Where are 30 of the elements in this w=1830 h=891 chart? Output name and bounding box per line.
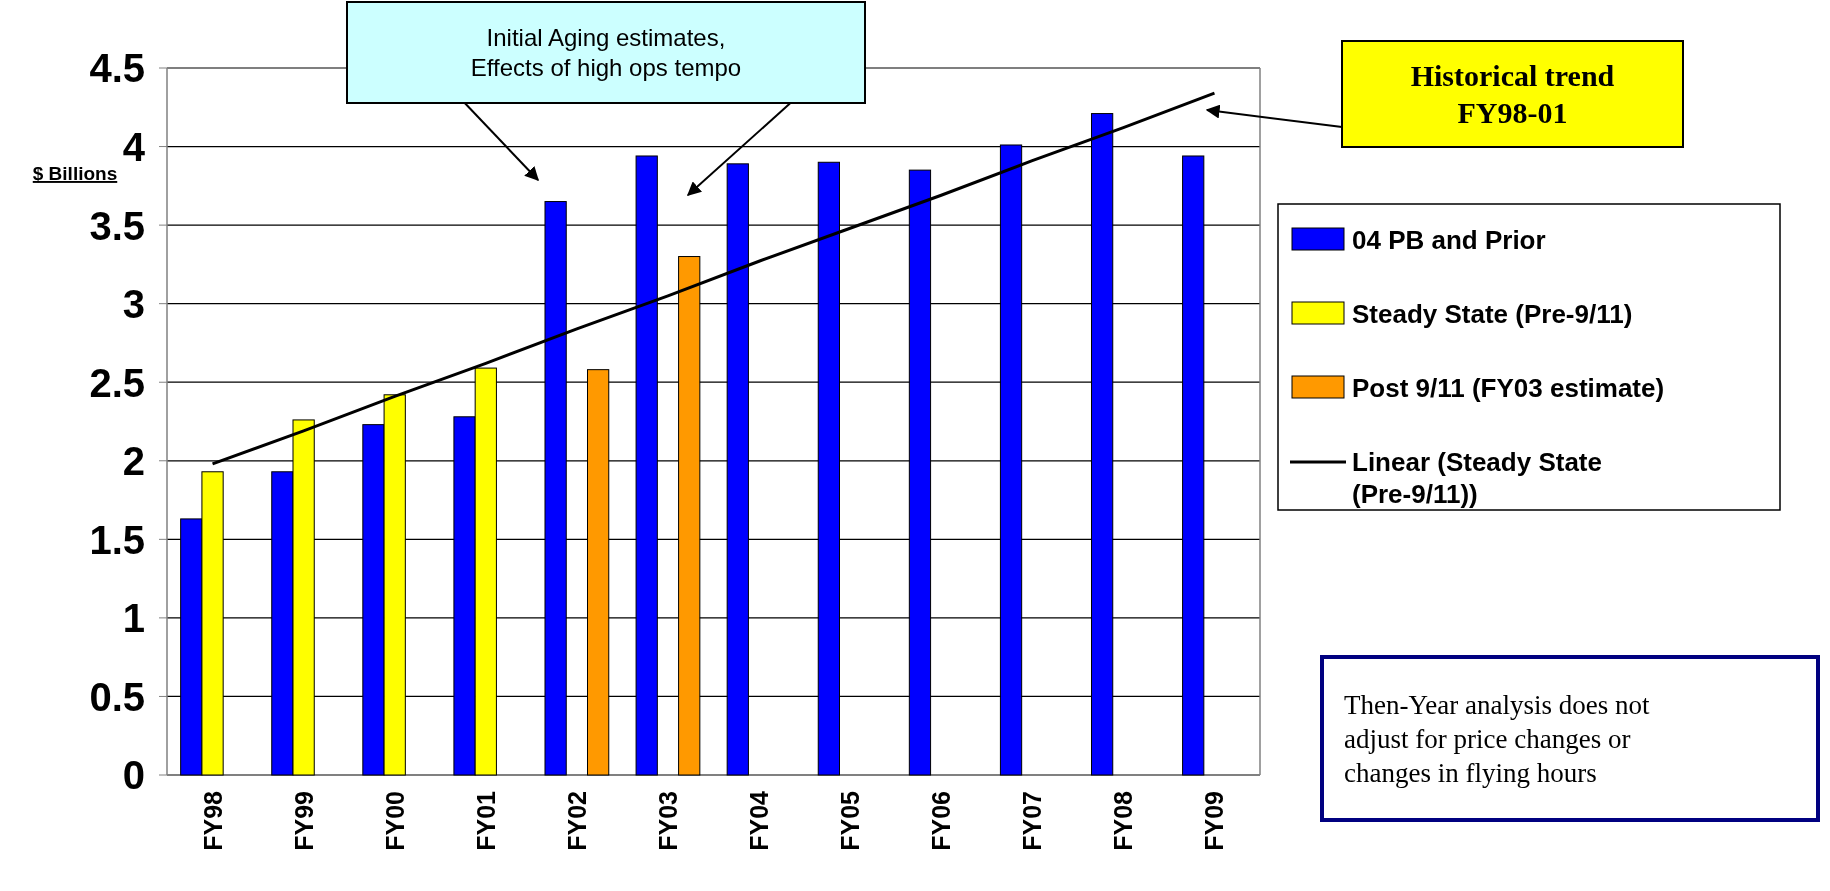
legend-label: Post 9/11 (FY03 estimate) [1352,373,1665,403]
x-tick-label: FY02 [562,791,591,851]
x-tick-label: FY99 [289,791,318,851]
y-tick-label: 2.5 [89,360,145,405]
y-tick-label: 2 [122,439,145,484]
y-tick-label: 4 [122,124,146,169]
text: Then-Year analysis does not adjust for price changes or changes in flying hours [1344,690,1650,788]
x-tick-label: FY00 [380,791,409,851]
x-tick-label: FY08 [1109,790,1138,851]
y-tick-label: 1 [122,596,145,641]
text: Historical trend FY98-01 [1410,58,1615,130]
annotation: Initial Aging estimates, Effects of high ops tempo [470,23,742,81]
legend-label: Steady State (Pre-9/11) [1352,299,1633,329]
y-axis-title: $ Billions [32,163,118,184]
x-tick-label: FY04 [745,790,774,851]
x-tick-label: FY06 [927,791,956,851]
x-tick-label: FY98 [198,790,227,851]
y-tick-label: 0 [122,753,145,798]
y-tick-label: 3.5 [89,203,145,248]
y-tick-label: 1.5 [89,517,145,562]
legend-label: 04 PB and Prior [1352,225,1546,255]
x-tick-label: FY03 [653,791,682,851]
x-tick-label: FY07 [1018,791,1047,851]
y-tick-label: 3 [122,282,145,327]
y-tick-label: 4.5 [89,46,145,91]
legend-label: Linear (Steady State (Pre-9/11)) [1352,447,1602,509]
x-tick-label: FY09 [1200,791,1229,851]
x-tick-label: FY05 [836,790,865,851]
y-tick-label: 0.5 [89,674,145,719]
x-tick-label: FY01 [471,790,500,851]
